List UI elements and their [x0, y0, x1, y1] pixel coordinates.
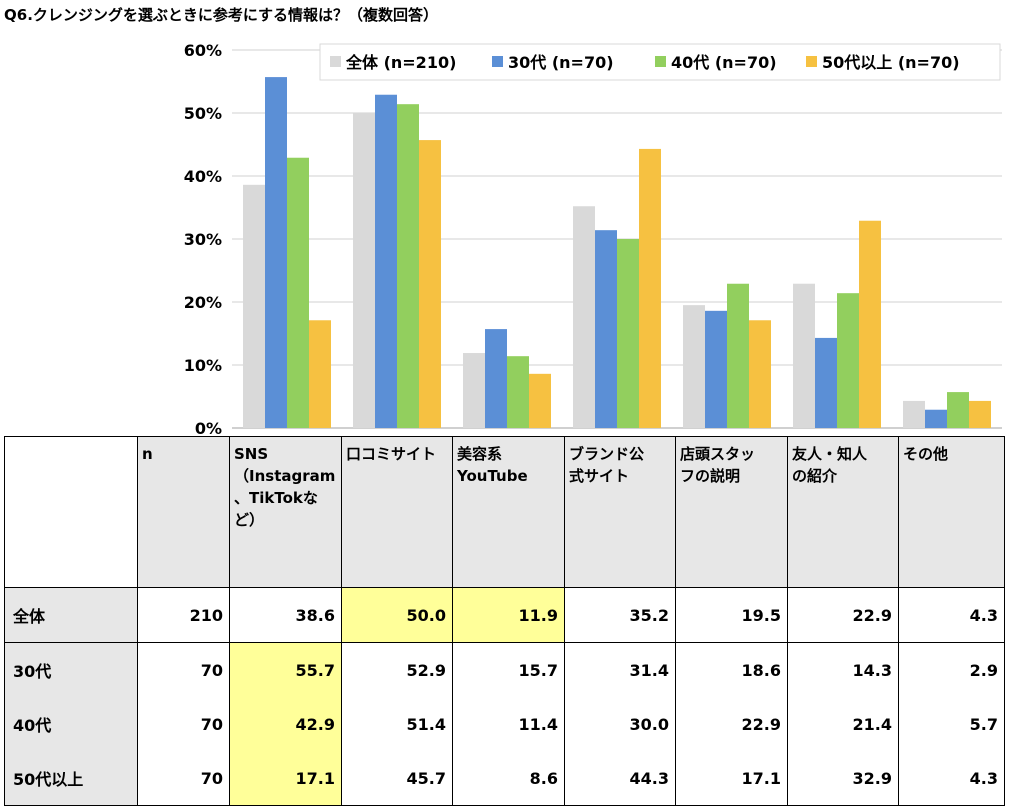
bar — [727, 283, 749, 428]
bars — [243, 77, 991, 429]
legend-label: 30代 (n=70) — [508, 53, 614, 72]
row-label: 40代 — [4, 697, 138, 751]
bar — [705, 310, 727, 428]
table-header-brand-site: ブランド公 式サイト — [564, 436, 676, 588]
table-cell: 51.4 — [341, 697, 453, 751]
legend-swatch — [492, 56, 503, 67]
chart-title: Q6.クレンジングを選ぶときに参考にする情報は？（複数回答） — [4, 6, 439, 24]
bar — [265, 77, 287, 428]
bar — [815, 337, 837, 428]
row-label: 全体 — [4, 587, 138, 643]
table-row: 40代 70 42.9 51.4 11.4 30.0 22.9 21.4 5.7 — [4, 697, 1005, 751]
table-cell: 52.9 — [341, 642, 453, 697]
table-cell: 14.3 — [787, 642, 899, 697]
y-tick-label: 10% — [184, 356, 222, 375]
legend-swatch — [330, 56, 341, 67]
table-cell: 32.9 — [787, 751, 899, 806]
legend-label: 40代 (n=70) — [671, 53, 777, 72]
bar — [969, 400, 991, 428]
bar — [639, 148, 661, 428]
data-table: n SNS （Instagram 、TikTokな ど） 口コミサイト 美容系 YouT… — [4, 436, 1005, 806]
row-n: 70 — [137, 697, 230, 751]
bar — [397, 104, 419, 429]
table-cell: 4.3 — [898, 587, 1005, 643]
table-header-review-site: 口コミサイト — [341, 436, 453, 588]
legend-swatch — [655, 56, 666, 67]
y-tick-label: 60% — [184, 41, 222, 60]
table-header-youtube: 美容系 YouTube — [452, 436, 565, 588]
table-row: 全体 210 38.6 50.0 11.9 35.2 19.5 22.9 4.3 — [4, 587, 1005, 643]
y-tick-label: 30% — [184, 230, 222, 249]
table-cell: 44.3 — [564, 751, 676, 806]
table-cell: 22.9 — [675, 697, 788, 751]
y-tick-label: 50% — [184, 104, 222, 123]
row-label: 30代 — [4, 642, 138, 697]
y-tick-label: 20% — [184, 293, 222, 312]
bar — [309, 320, 331, 428]
table-cell: 17.1 — [675, 751, 788, 806]
bar — [463, 353, 485, 428]
bar — [947, 392, 969, 428]
bar — [287, 157, 309, 429]
table-cell: 21.4 — [787, 697, 899, 751]
table-cell: 17.1 — [229, 751, 342, 806]
y-axis-ticks: 0% 10% 20% 30% 40% 50% 60% — [184, 41, 222, 436]
bar — [507, 356, 529, 428]
bar — [529, 373, 551, 428]
bar — [375, 94, 397, 428]
table-cell: 2.9 — [898, 642, 1005, 697]
table-cell: 55.7 — [229, 642, 342, 697]
legend: 全体 (n=210) 30代 (n=70) 40代 (n=70) 50代以上 (n=7… — [319, 43, 1001, 81]
table-cell: 5.7 — [898, 697, 1005, 751]
table-header-other: その他 — [898, 436, 1005, 588]
table-cell: 11.9 — [452, 587, 565, 643]
table-cell: 18.6 — [675, 642, 788, 697]
bar — [793, 283, 815, 428]
table-row: 30代 70 55.7 52.9 15.7 31.4 18.6 14.3 2.9 — [4, 642, 1005, 697]
bar — [617, 239, 639, 428]
bar — [749, 320, 771, 428]
table-cell: 30.0 — [564, 697, 676, 751]
legend-label: 全体 (n=210) — [345, 53, 456, 72]
row-n: 70 — [137, 642, 230, 697]
table-cell: 31.4 — [564, 642, 676, 697]
y-tick-label: 40% — [184, 167, 222, 186]
table-corner — [4, 436, 138, 588]
bar-chart: 0% 10% 20% 30% 40% 50% 60% 全体 (n=210) 30代 (n=70… — [184, 41, 1002, 436]
table-cell: 11.4 — [452, 697, 565, 751]
bar — [859, 220, 881, 428]
y-tick-label: 0% — [195, 419, 222, 436]
table-cell: 35.2 — [564, 587, 676, 643]
table-cell: 15.7 — [452, 642, 565, 697]
table-cell: 22.9 — [787, 587, 899, 643]
table-cell: 45.7 — [341, 751, 453, 806]
bar — [595, 230, 617, 428]
table-header-store-staff: 店頭スタッ フの説明 — [675, 436, 788, 588]
table-cell: 4.3 — [898, 751, 1005, 806]
bar — [683, 305, 705, 428]
bar — [903, 400, 925, 428]
table-header-friends: 友人・知人 の紹介 — [787, 436, 899, 588]
table-cell: 19.5 — [675, 587, 788, 643]
table-row: 50代以上 70 17.1 45.7 8.6 44.3 17.1 32.9 4.3 — [4, 751, 1005, 806]
table-cell: 38.6 — [229, 587, 342, 643]
bar — [243, 184, 265, 428]
bar — [573, 206, 595, 428]
row-n: 70 — [137, 751, 230, 806]
table-header-sns: SNS （Instagram 、TikTokな ど） — [229, 436, 342, 588]
row-n: 210 — [137, 587, 230, 643]
legend-label: 50代以上 (n=70) — [822, 53, 960, 72]
table-cell: 8.6 — [452, 751, 565, 806]
bar — [485, 329, 507, 428]
legend-swatch — [806, 56, 817, 67]
bar — [925, 409, 947, 428]
bar — [837, 293, 859, 428]
table-cell: 50.0 — [341, 587, 453, 643]
table-cell: 42.9 — [229, 697, 342, 751]
table-header-n: n — [137, 436, 230, 588]
bar — [419, 140, 441, 428]
bar — [353, 113, 375, 428]
row-label: 50代以上 — [4, 751, 138, 806]
